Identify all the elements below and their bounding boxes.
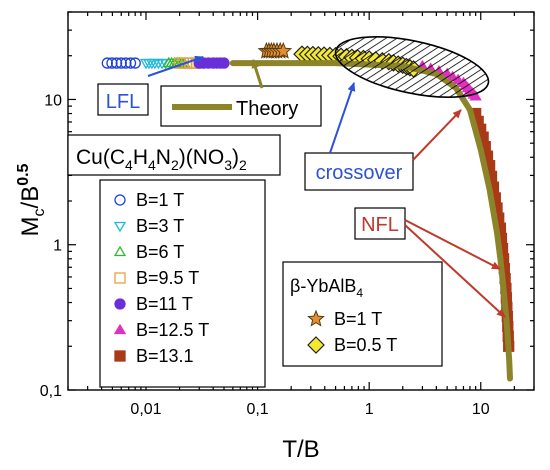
- lfl-label: LFL: [106, 91, 140, 113]
- data-point: [129, 57, 141, 69]
- y-axis-label: Mc/B0.5: [15, 163, 48, 236]
- crossover-label-box: [304, 152, 414, 191]
- data-point: [120, 57, 132, 69]
- yb-legend-title: β-YbAlB4: [290, 276, 363, 300]
- data-point: [110, 57, 123, 69]
- legend-label: B=1 T: [334, 309, 382, 329]
- lfl-label-box: [97, 83, 149, 116]
- compound-label-box: [67, 134, 281, 176]
- legend-label: B=3 T: [136, 216, 184, 236]
- y-tick-label: 10: [44, 92, 62, 109]
- lfl-arrow: [147, 55, 204, 77]
- data-point: [106, 57, 118, 69]
- crossover-arrow-red: [412, 109, 462, 161]
- nfl-arrow-upper: [404, 219, 501, 270]
- cu-legend: B=1 T B=3 T B=6 T B=9.5 T B=11 T B=12.5 T B=13…: [113, 190, 209, 366]
- legend-marker: [307, 309, 325, 327]
- legend-label: B=12.5 T: [136, 320, 209, 340]
- data-point: [469, 90, 482, 101]
- legend-marker: [113, 221, 127, 233]
- legend-label: B=6 T: [136, 242, 184, 262]
- crossover-arrow-blue: [329, 82, 356, 154]
- legend-marker: [114, 194, 126, 206]
- data-point: [115, 57, 127, 69]
- x-tick-label: 0,1: [246, 401, 268, 418]
- x-axis-label: T/B: [282, 436, 319, 463]
- series-7: [257, 41, 293, 59]
- crossover-region: [334, 36, 490, 98]
- data-point: [124, 57, 137, 69]
- legend-label: B=13.1: [136, 346, 194, 366]
- data-point: [101, 57, 113, 69]
- legend-marker: [113, 245, 127, 257]
- x-tick-label: 1: [365, 401, 374, 418]
- legend-marker: [114, 298, 126, 310]
- data-point: [218, 57, 230, 69]
- nfl-arrow-lower: [404, 224, 506, 318]
- legend-label: B=11 T: [136, 294, 193, 314]
- compound-label: Cu(C4H4N2)(NO3)2: [76, 146, 247, 173]
- series-0: [101, 57, 141, 69]
- legend-marker: [114, 272, 126, 284]
- legend-marker: [113, 323, 127, 335]
- legend-marker: [307, 336, 325, 354]
- cu-legend-box: [99, 179, 266, 388]
- legend-label: B=0.5 T: [334, 335, 397, 355]
- crossover-label: crossover: [316, 162, 403, 184]
- nfl-label-box: [354, 207, 406, 240]
- yb-legend: B=1 T B=0.5 T: [307, 309, 397, 355]
- nfl-label: NFL: [361, 214, 399, 236]
- legend-label: B=1 T: [136, 190, 184, 210]
- theory-arrow: [251, 59, 264, 89]
- theory-label: Theory: [236, 98, 298, 120]
- y-tick-label: 0,1: [40, 383, 62, 400]
- legend-marker: [114, 350, 126, 362]
- series-4: [193, 57, 230, 69]
- y-tick-label: 1: [53, 238, 62, 255]
- legend-label: B=9.5 T: [136, 268, 199, 288]
- x-tick-label: 10: [472, 401, 490, 418]
- data-point: [274, 41, 293, 59]
- series-1: [139, 58, 172, 70]
- yb-legend-box: [282, 261, 443, 367]
- x-tick-label: 0,01: [130, 401, 161, 418]
- tick-layer: 0,01 0,1 1 10 0,1 1 10: [40, 11, 535, 418]
